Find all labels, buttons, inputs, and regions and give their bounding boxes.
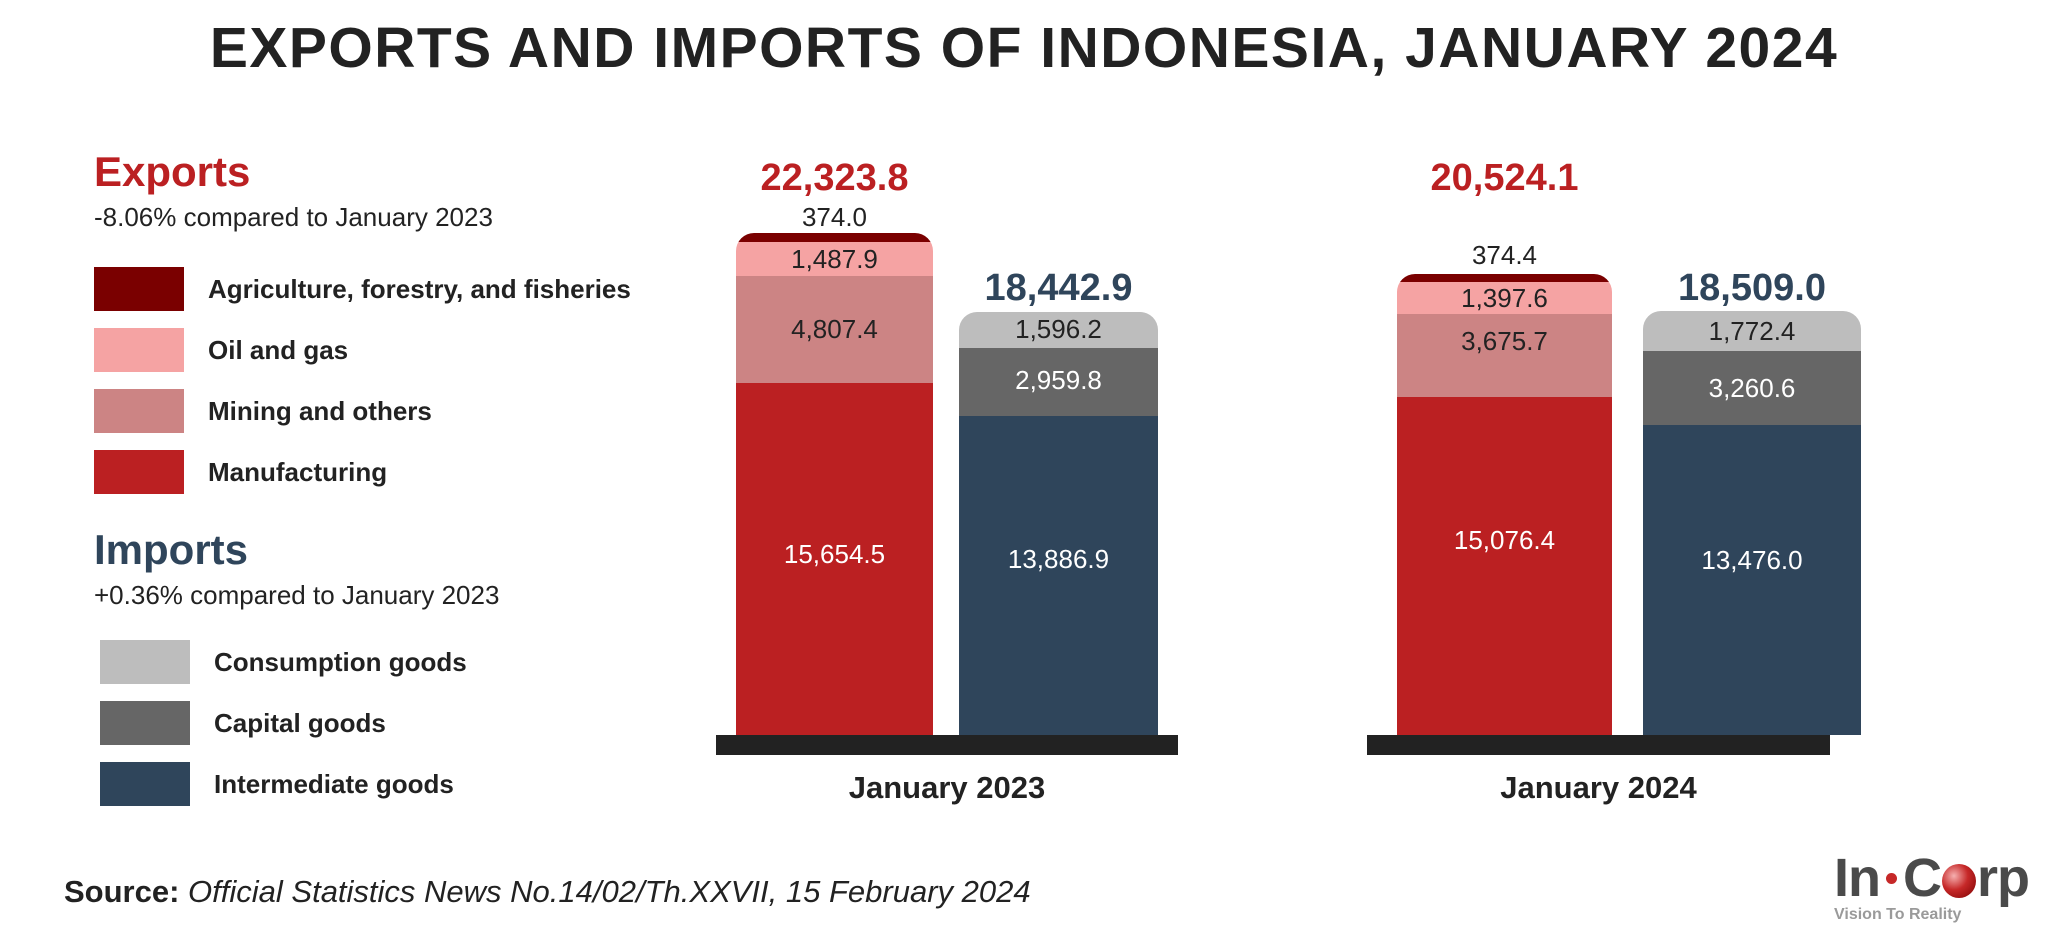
- imports-total-2023: 18,442.9: [984, 267, 1133, 309]
- legend-swatch-oil-gas: [94, 328, 184, 372]
- legend-label-agriculture: Agriculture, forestry, and fisheries: [208, 274, 631, 304]
- segment-intermediate: 13,476.0: [1643, 425, 1861, 735]
- segment-mining: 3,675.7: [1397, 314, 1612, 397]
- legend-label-consumption: Consumption goods: [214, 647, 467, 677]
- logo-c: C: [1903, 848, 1942, 908]
- chart-title: EXPORTS AND IMPORTS OF INDONESIA, JANUAR…: [209, 16, 1839, 80]
- imports-bar-2023: 1,596.2 2,959.8 13,886.9: [959, 312, 1158, 735]
- segment-label: 1,397.6: [1461, 283, 1548, 313]
- baseline-2023: [716, 735, 1178, 755]
- segment-label: 15,076.4: [1453, 525, 1556, 555]
- exports-change-text: -8.06% compared to January 2023: [94, 202, 493, 232]
- segment-intermediate: 13,886.9: [959, 416, 1158, 735]
- legend-label-oil-gas: Oil and gas: [208, 335, 349, 365]
- baseline-2024: [1367, 735, 1830, 755]
- exports-total-2023: 22,323.8: [760, 157, 909, 199]
- exports-agriculture-value-2024: 374.4: [1471, 240, 1538, 270]
- segment-consumption: 1,772.4: [1643, 311, 1861, 351]
- exports-agriculture-value-2023: 374.0: [801, 202, 868, 232]
- exports-bar-2023: 1,487.9 4,807.4 15,654.5: [736, 233, 933, 735]
- segment-label: 3,260.6: [1708, 373, 1796, 403]
- legend-swatch-agriculture: [94, 267, 184, 311]
- segment-oil-gas: 1,487.9: [736, 242, 933, 276]
- x-label-2023: January 2023: [848, 770, 1046, 805]
- legend-swatch-intermediate: [100, 762, 190, 806]
- segment-consumption: 1,596.2: [959, 312, 1158, 348]
- segment-manufacturing: 15,654.5: [736, 383, 933, 735]
- source-text: Official Statistics News No.14/02/Th.XXV…: [188, 874, 1031, 909]
- segment-label: 1,487.9: [791, 244, 878, 274]
- logo-tagline: Vision To Reality: [1834, 906, 1962, 923]
- logo-text-left: In: [1834, 848, 1881, 908]
- globe-icon: [1942, 864, 1976, 898]
- logo-dot-icon: [1886, 872, 1897, 884]
- incorp-logo: In C rp Vision To Reality: [1834, 850, 2034, 930]
- segment-label: 2,959.8: [1015, 365, 1102, 395]
- source-label: Source:: [64, 874, 180, 909]
- logo-wordmark: In C rp: [1834, 850, 2034, 906]
- imports-change-text: +0.36% compared to January 2023: [94, 580, 500, 610]
- segment-label: 15,654.5: [783, 539, 886, 569]
- imports-total-2024: 18,509.0: [1678, 267, 1826, 309]
- logo-text-right: rp: [1977, 848, 2030, 908]
- segment-label: 3,675.7: [1461, 326, 1548, 356]
- imports-heading: Imports: [94, 526, 249, 573]
- segment-oil-gas: 1,397.6: [1397, 282, 1612, 314]
- legend-label-intermediate: Intermediate goods: [214, 769, 454, 799]
- exports-total-2024: 20,524.1: [1430, 157, 1579, 199]
- legend-swatch-manufacturing: [94, 450, 184, 494]
- segment-label: 1,596.2: [1015, 314, 1102, 344]
- segment-label: 1,772.4: [1708, 316, 1796, 346]
- imports-bar-2024: 1,772.4 3,260.6 13,476.0: [1643, 311, 1861, 735]
- legend-swatch-capital: [100, 701, 190, 745]
- legend-label-capital: Capital goods: [214, 708, 386, 738]
- segment-label: 4,807.4: [791, 314, 878, 344]
- legend-swatch-consumption: [100, 640, 190, 684]
- legend-label-manufacturing: Manufacturing: [208, 457, 388, 487]
- segment-agriculture: [1397, 274, 1612, 282]
- segment-mining: 4,807.4: [736, 276, 933, 383]
- segment-label: 13,476.0: [1701, 545, 1803, 575]
- segment-capital: 2,959.8: [959, 348, 1158, 416]
- segment-manufacturing: 15,076.4: [1397, 397, 1612, 735]
- x-label-2024: January 2024: [1500, 770, 1697, 805]
- exports-bar-2024: 1,397.6 3,675.7 15,076.4: [1397, 274, 1612, 735]
- segment-capital: 3,260.6: [1643, 351, 1861, 425]
- source-note: Source: Official Statistics News No.14/0…: [64, 874, 1031, 910]
- legend-swatch-mining: [94, 389, 184, 433]
- segment-agriculture: [736, 233, 933, 242]
- exports-heading: Exports: [94, 148, 251, 195]
- segment-label: 13,886.9: [1007, 544, 1110, 574]
- legend-label-mining: Mining and others: [208, 396, 432, 426]
